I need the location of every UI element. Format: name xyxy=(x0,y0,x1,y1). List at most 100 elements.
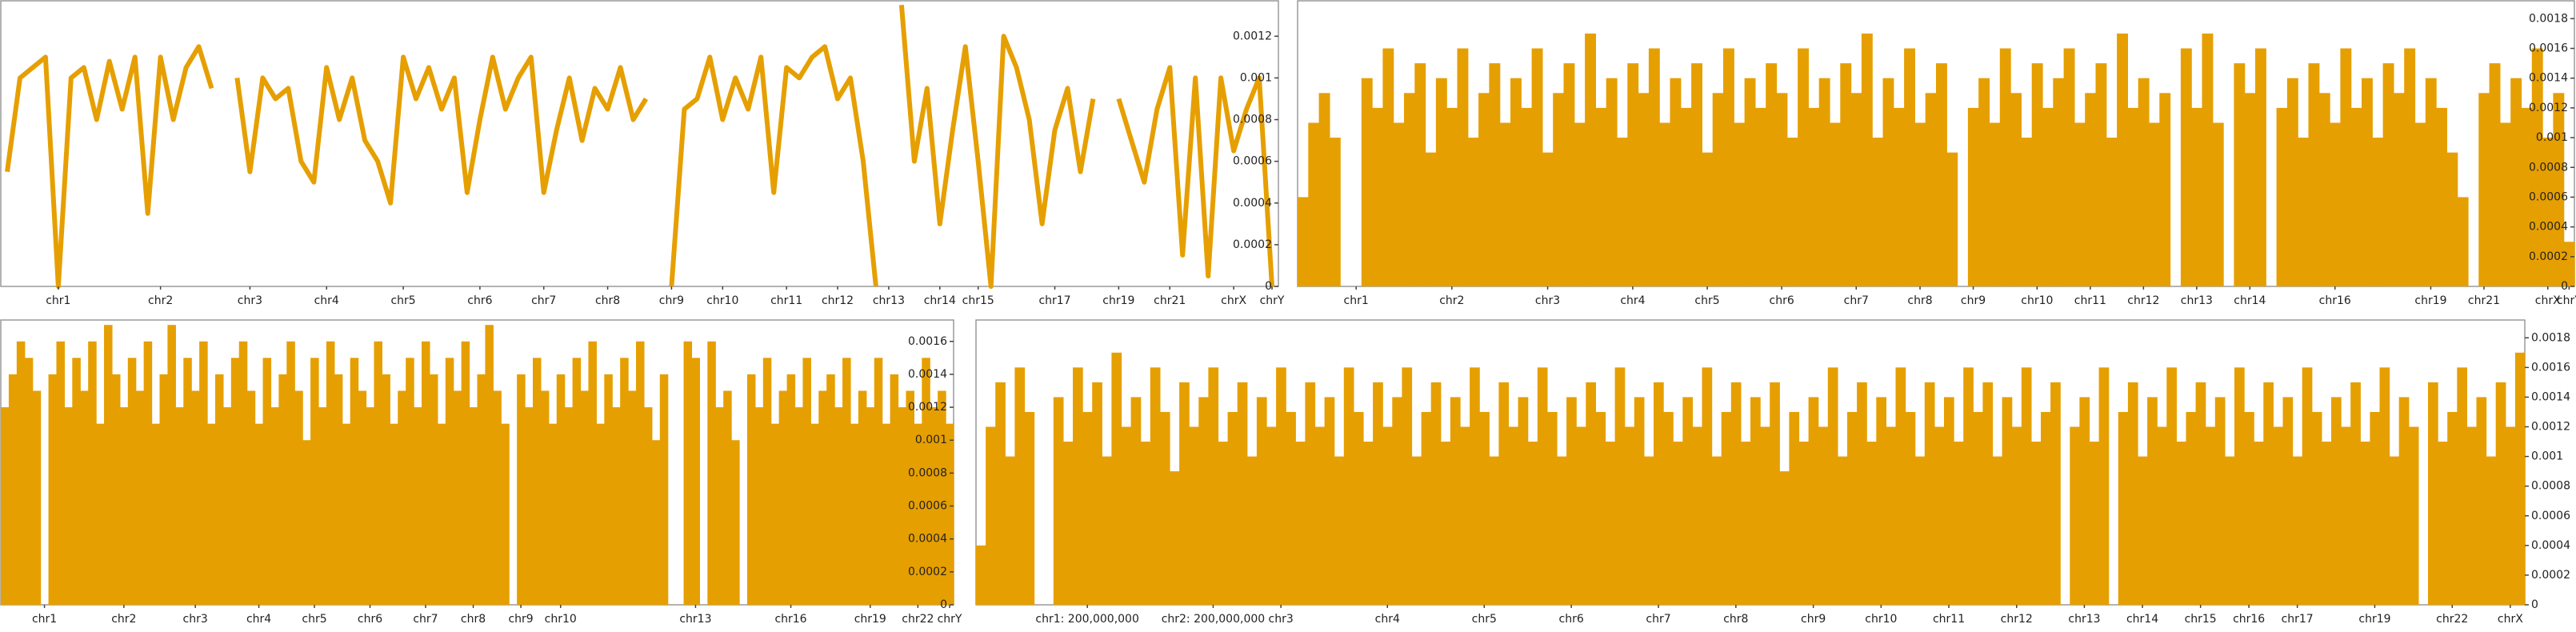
coverage-bar xyxy=(1576,426,1586,605)
x-tick-label: chr5 xyxy=(302,613,326,626)
coverage-bar xyxy=(2505,426,2516,605)
coverage-bar xyxy=(2042,107,2054,286)
y-tick-label: 0.0016 xyxy=(2529,42,2568,55)
coverage-bar xyxy=(1353,411,1364,605)
coverage-bar xyxy=(1121,426,1132,605)
coverage-bar xyxy=(2478,93,2490,286)
coverage-bar xyxy=(2286,78,2298,286)
coverage-bar xyxy=(1421,411,1432,605)
x-tick-label: chr11 xyxy=(1933,613,1965,626)
coverage-bar xyxy=(525,407,534,605)
coverage-bar xyxy=(1446,107,1458,286)
coverage-bar xyxy=(1518,397,1529,605)
coverage-bar xyxy=(1798,48,1809,286)
coverage-bar xyxy=(1574,122,1586,286)
coverage-bar xyxy=(1425,152,1437,286)
coverage-bar xyxy=(2379,367,2390,605)
coverage-bar xyxy=(1062,442,1074,605)
x-tick-label: chr5 xyxy=(1472,613,1497,626)
coverage-bar xyxy=(422,341,430,605)
coverage-bar xyxy=(286,341,295,605)
coverage-bar xyxy=(2098,367,2110,605)
x-tick-label: chr2 xyxy=(1439,294,1464,307)
x-tick-label: chr17 xyxy=(1038,294,1070,307)
coverage-bar xyxy=(2254,442,2264,605)
coverage-bar xyxy=(2350,382,2361,605)
coverage-bar xyxy=(1634,397,1645,605)
y-tick-label: 0.0014 xyxy=(2531,390,2570,403)
coverage-bar xyxy=(398,390,406,605)
coverage-bar xyxy=(2255,48,2266,286)
x-tick-label: chr5 xyxy=(1694,294,1719,307)
coverage-bar xyxy=(1324,397,1335,605)
coverage-bar xyxy=(1744,78,1756,286)
coverage-bar xyxy=(1680,107,1692,286)
y-tick-label: 0.0012 xyxy=(908,401,947,414)
y-tick-label: 0.0002 xyxy=(2531,569,2570,582)
coverage-bar xyxy=(1682,397,1693,605)
coverage-bar xyxy=(890,374,899,605)
coverage-bar xyxy=(1776,93,1788,286)
coverage-bar xyxy=(2041,411,2051,605)
coverage-bar xyxy=(995,382,1006,605)
coverage-bar xyxy=(715,407,724,605)
coverage-bar xyxy=(1,407,10,605)
x-tick-label: chr6 xyxy=(358,613,382,626)
coverage-bar xyxy=(2063,48,2075,286)
coverage-bar xyxy=(302,440,311,605)
coverage-bar xyxy=(1546,411,1558,605)
coverage-bar xyxy=(612,407,621,605)
coverage-bar xyxy=(1382,48,1394,286)
coverage-bar xyxy=(1750,397,1761,605)
coverage-bar xyxy=(214,374,224,605)
coverage-bar xyxy=(762,358,772,605)
coverage-bar xyxy=(104,325,113,605)
coverage-bar xyxy=(493,390,502,605)
coverage-bar xyxy=(1779,471,1790,605)
coverage-bar xyxy=(1372,107,1383,286)
coverage-bar xyxy=(2542,138,2554,286)
coverage-bar xyxy=(1198,397,1209,605)
coverage-bar xyxy=(1053,397,1064,605)
coverage-bar xyxy=(1566,397,1577,605)
coverage-bar xyxy=(2340,48,2352,286)
coverage-bar xyxy=(2372,138,2384,286)
coverage-bar xyxy=(1479,411,1490,605)
x-tick-label: chr15 xyxy=(2185,613,2217,626)
coverage-bar xyxy=(628,390,637,605)
coverage-bar xyxy=(1334,456,1345,605)
coverage-bar xyxy=(2553,93,2565,286)
coverage-bar xyxy=(2393,93,2405,286)
y-tick-label: 0.0012 xyxy=(2529,102,2568,114)
coverage-bar xyxy=(2244,93,2256,286)
x-tick-label: chr5 xyxy=(390,294,415,307)
coverage-bar xyxy=(477,374,486,605)
y-tick-label: 0.0004 xyxy=(1233,197,1272,210)
coverage-bar xyxy=(1999,48,2011,286)
coverage-bar xyxy=(1934,426,1945,605)
coverage-bar xyxy=(1510,78,1522,286)
coverage-bar xyxy=(2408,426,2419,605)
coverage-bar xyxy=(2138,456,2148,605)
x-tick-label: chr15 xyxy=(962,294,994,307)
coverage-bar xyxy=(2202,33,2214,286)
x-tick-label: chr3 xyxy=(1535,294,1560,307)
coverage-bar xyxy=(1227,411,1238,605)
coverage-bar xyxy=(501,423,510,605)
coverage-bar xyxy=(1740,442,1751,605)
coverage-bar xyxy=(2447,411,2458,605)
coverage-bar xyxy=(1808,397,1819,605)
coverage-bar xyxy=(898,407,907,605)
coverage-bar xyxy=(64,407,73,605)
coverage-bar xyxy=(127,358,137,605)
coverage-bar xyxy=(906,390,914,605)
y-tick-label: 0.0014 xyxy=(2529,72,2568,85)
x-tick-label: chr19 xyxy=(2414,294,2446,307)
coverage-bar xyxy=(2273,426,2284,605)
x-tick-label: chr8 xyxy=(1723,613,1748,626)
coverage-bar xyxy=(659,374,669,605)
coverage-bar xyxy=(2382,63,2394,286)
coverage-bar xyxy=(1402,367,1413,605)
coverage-bar xyxy=(691,358,700,605)
